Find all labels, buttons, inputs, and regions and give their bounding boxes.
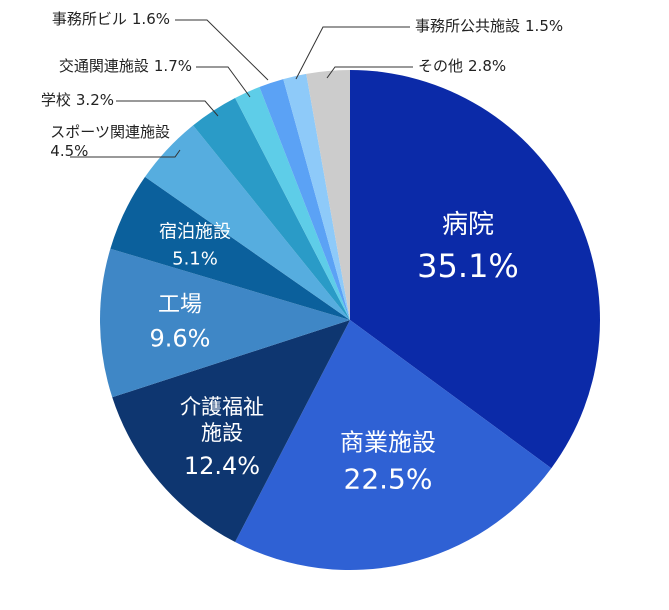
value-label: 35.1%	[417, 246, 519, 285]
slice-label: 工場 9.6%	[70, 291, 290, 353]
value-label: 1.5%	[525, 17, 564, 35]
category-label: 商業施設	[340, 428, 436, 457]
slice-label: 介護福祉施設 12.4%	[177, 394, 267, 481]
value-label: 22.5%	[343, 462, 433, 496]
category-label: 事務所ビル	[51, 10, 127, 28]
leader-line	[70, 149, 181, 158]
pie-slice	[145, 125, 350, 320]
category-label: 介護福祉施設	[179, 394, 264, 445]
pie-slice	[112, 320, 350, 543]
value-label: 3.2%	[75, 91, 114, 109]
category-label: 学校	[40, 91, 71, 109]
value-label: 1.6%	[131, 10, 170, 28]
leader-line	[175, 19, 269, 81]
pie-slice	[235, 86, 350, 320]
slice-label: 病院 35.1%	[338, 209, 598, 286]
outer-label: 交通関連施設 1.7%	[59, 57, 192, 76]
category-label: その他	[418, 57, 464, 75]
pie-slice	[350, 70, 601, 469]
pie-slice	[306, 70, 350, 320]
category-label: スポーツ関連施設	[50, 123, 170, 141]
leader-line	[116, 100, 219, 117]
category-label: 宿泊施設	[159, 221, 231, 243]
pie-slice	[193, 97, 350, 321]
leader-line	[196, 66, 251, 98]
category-label: 交通関連施設	[58, 57, 149, 75]
slice-label: 商業施設 22.5%	[268, 428, 508, 497]
pie-slice	[283, 73, 350, 320]
value-label: 1.7%	[153, 57, 192, 75]
leader-line	[326, 66, 413, 79]
pie-slice	[235, 320, 552, 570]
outer-label: 事務所ビル 1.6%	[52, 10, 170, 29]
pie-slice	[110, 176, 350, 320]
value-label: 5.1%	[172, 248, 218, 269]
slice-label: 宿泊施設 5.1%	[105, 222, 285, 271]
pie-slice	[259, 79, 350, 320]
category-label: 工場	[157, 292, 202, 318]
value-label: 9.6%	[149, 323, 211, 352]
pie-slice	[100, 248, 351, 398]
value-label: 12.4%	[183, 451, 261, 480]
outer-label: 事務所公共施設 1.5%	[415, 17, 563, 36]
leader-line	[295, 26, 410, 80]
category-label: 病院	[441, 209, 494, 240]
outer-label: 学校 3.2%	[41, 91, 114, 110]
value-label: 4.5%	[50, 141, 89, 160]
outer-label: スポーツ関連施設 4.5%	[50, 123, 170, 161]
category-label: 事務所公共施設	[415, 17, 521, 35]
outer-label: その他 2.8%	[418, 57, 506, 76]
value-label: 2.8%	[468, 57, 507, 75]
